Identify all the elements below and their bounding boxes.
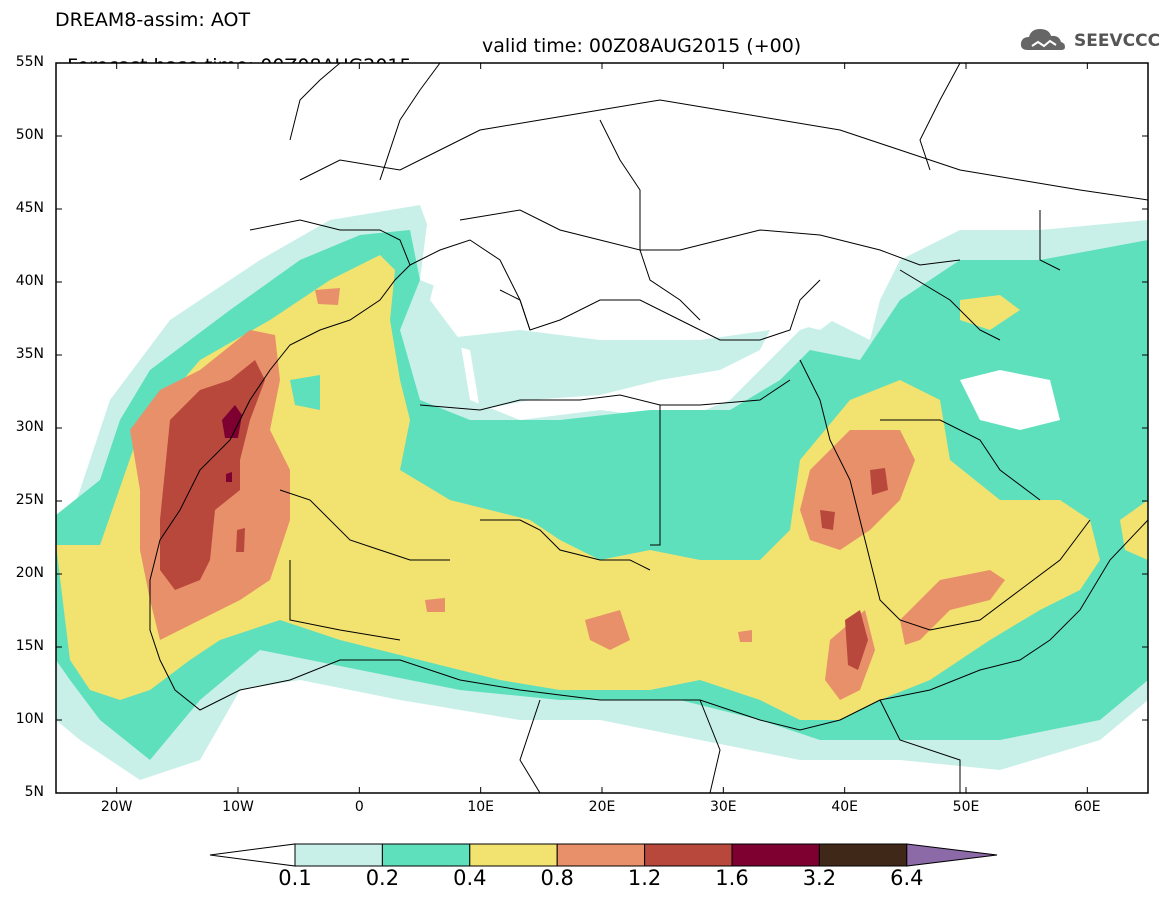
lon-label: 10E: [467, 799, 494, 815]
logo-text: SEEVCCC: [1074, 31, 1161, 51]
colorbar-segment: [731, 843, 820, 867]
colorbar-segment: [381, 843, 471, 867]
colorbar-level-label: 0.4: [453, 866, 487, 890]
colorbar-level-label: 0.8: [540, 866, 574, 890]
lon-label: 60E: [1073, 799, 1101, 815]
axis-ticks: [56, 62, 1148, 794]
lon-label: 50E: [952, 799, 980, 815]
colorbar-level-label: 1.6: [715, 866, 749, 890]
colorbar-segment: [469, 843, 558, 867]
cloud-icon: [1020, 29, 1065, 50]
lat-label: 50N: [15, 127, 44, 143]
lat-label: 10N: [15, 711, 44, 727]
seevccc-logo: SEEVCCC: [1018, 24, 1161, 56]
map-title: DREAM8-assim: AOT: [55, 9, 251, 31]
colorbar: [209, 843, 998, 867]
lat-label: 30N: [15, 419, 44, 435]
lon-label: 20E: [588, 799, 616, 815]
lat-label: 35N: [15, 346, 44, 362]
colorbar-level-label: 6.4: [890, 866, 924, 890]
lon-label: 0: [354, 799, 364, 815]
lat-label: 55N: [15, 54, 44, 70]
lat-label: 5N: [24, 784, 44, 800]
valid-time-label: valid time: 00Z08AUG2015 (+00): [482, 35, 802, 57]
aot-contour-1.6: [222, 405, 242, 438]
colorbar-segment: [294, 843, 383, 867]
coastlines: [149, 63, 1148, 793]
lat-label: 15N: [15, 638, 44, 654]
aot-field: [56, 63, 1148, 793]
colorbar-high-arrow: [906, 843, 998, 867]
lon-label: 30E: [709, 799, 737, 815]
lon-label: 20W: [100, 799, 133, 815]
lat-label: 40N: [15, 273, 44, 289]
colorbar-low-arrow: [209, 843, 296, 867]
lon-label: 10W: [222, 799, 254, 815]
colorbar-level-label: 0.2: [365, 866, 400, 890]
colorbar-segment: [556, 843, 646, 867]
aot-contour-0.4: [56, 255, 1100, 720]
colorbar-level-label: 0.1: [278, 866, 312, 890]
colorbar-level-label: 1.2: [627, 866, 662, 890]
lat-label: 25N: [15, 492, 44, 508]
lon-label: 40E: [831, 799, 858, 815]
lat-label: 45N: [15, 200, 44, 216]
colorbar-segment: [818, 843, 908, 867]
colorbar-segment: [644, 843, 733, 867]
lat-label: 20N: [15, 565, 44, 581]
colorbar-level-label: 3.2: [802, 866, 837, 890]
